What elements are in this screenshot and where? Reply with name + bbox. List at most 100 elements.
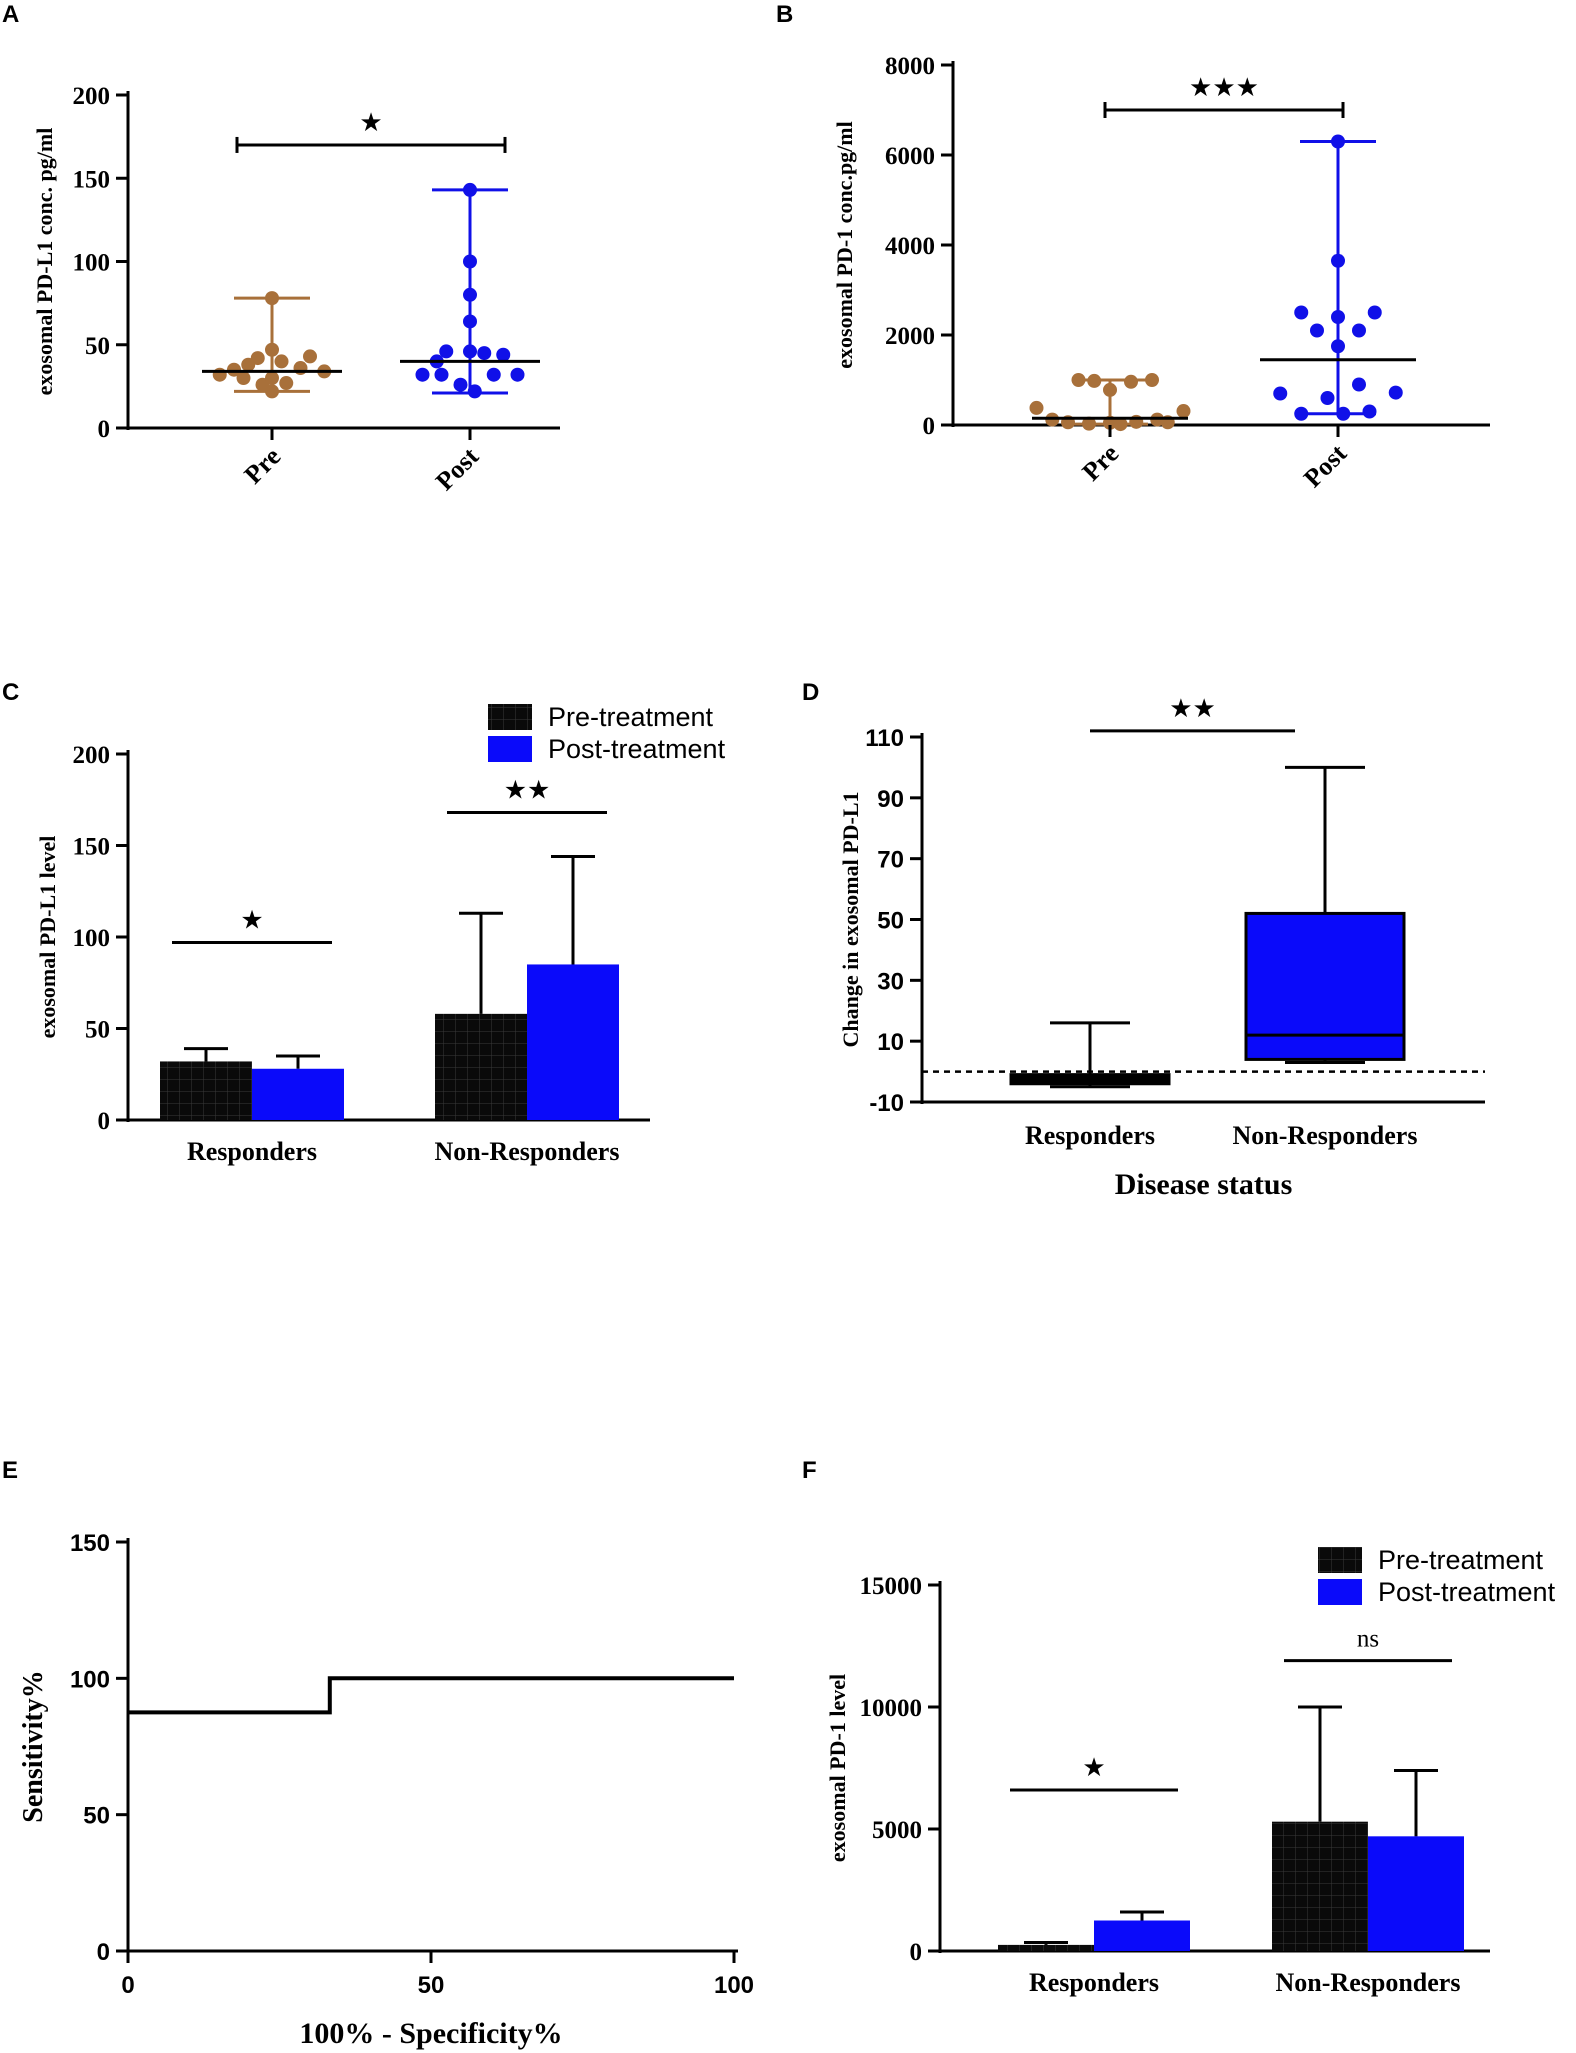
y-tick-label: 50 <box>85 333 110 360</box>
significance-label: ★ <box>240 905 263 935</box>
data-point <box>486 367 501 382</box>
box-iqr <box>1244 911 1406 1061</box>
y-tick-label: 100 <box>73 250 111 277</box>
data-point <box>453 377 468 392</box>
significance-label: ★★ <box>504 776 551 806</box>
data-point <box>1331 310 1345 324</box>
x-tick-label: 50 <box>418 1972 445 1999</box>
y-tick-label: 150 <box>70 1530 110 1557</box>
data-point <box>1113 417 1128 432</box>
data-point <box>265 342 279 357</box>
data-point <box>439 344 454 359</box>
data-point <box>1388 385 1403 400</box>
data-point <box>1087 373 1102 388</box>
legend-swatch <box>1318 1547 1362 1573</box>
y-tick-label: 90 <box>877 786 904 813</box>
x-tick-label: 100 <box>714 1972 754 1999</box>
panel-label-f: F <box>802 1457 817 1484</box>
significance-label: ★ <box>1082 1753 1105 1783</box>
significance-label: ★ <box>359 108 382 138</box>
y-tick-label: -10 <box>869 1090 904 1117</box>
x-category-label: Non-Responders <box>1276 1968 1461 1997</box>
data-point <box>1352 323 1366 338</box>
data-point <box>212 367 227 382</box>
y-tick-label: 100 <box>73 925 111 952</box>
data-point <box>1320 391 1335 405</box>
y-tick-label: 110 <box>865 725 904 752</box>
data-point <box>1331 253 1345 268</box>
data-point <box>1029 400 1044 415</box>
y-axis-title: exosomal PD-L1 level <box>35 836 60 1039</box>
data-point <box>250 351 265 366</box>
y-tick-label: 0 <box>910 1939 923 1966</box>
data-point <box>477 346 492 361</box>
data-point <box>463 344 477 359</box>
data-point <box>1124 374 1138 389</box>
y-tick-label: 100 <box>70 1666 110 1693</box>
data-point <box>434 367 449 382</box>
y-axis-title: exosomal PD-1 conc.pg/ml <box>832 121 857 368</box>
data-point <box>415 367 430 382</box>
data-point <box>1362 404 1377 419</box>
panel-a-scatter: 0 50 100 150 200 exosomal PD-L1 conc. pg/ml Pr… <box>32 83 560 496</box>
y-tick-label: 200 <box>73 83 111 110</box>
roc-curve-line <box>128 1676 734 1715</box>
y-tick-label: 0 <box>98 416 111 443</box>
y-tick-label: 15000 <box>860 1573 923 1600</box>
data-point <box>265 384 279 399</box>
y-tick-label: 200 <box>73 742 111 769</box>
y-tick-label: 0 <box>97 1939 110 1966</box>
data-point <box>1071 373 1086 387</box>
y-tick-label: 70 <box>877 847 904 874</box>
y-axis-title: Sensitivity% <box>18 1670 49 1822</box>
y-tick-label: 0 <box>98 1108 111 1135</box>
x-axis-title: Disease status <box>1115 1168 1293 1201</box>
bar-post-treatment <box>1368 1836 1464 1951</box>
x-category-label: Responders <box>1029 1968 1159 1997</box>
bar-post-treatment <box>252 1068 344 1120</box>
y-tick-label: 5000 <box>872 1817 922 1844</box>
x-category-label: Non-Responders <box>435 1137 620 1166</box>
data-point <box>303 349 317 364</box>
legend-label: Post-treatment <box>548 734 726 764</box>
data-point <box>1294 406 1309 421</box>
x-category-label: Post <box>1298 439 1352 493</box>
data-point <box>1310 323 1324 338</box>
y-tick-label: 6000 <box>885 143 935 170</box>
x-category-label: Pre <box>1077 439 1125 487</box>
y-tick-label: 8000 <box>885 53 935 80</box>
x-axis-title: 100% - Specificity% <box>299 2017 562 2050</box>
data-point <box>463 287 477 302</box>
y-tick-label: 30 <box>877 968 904 995</box>
data-point <box>1367 305 1382 320</box>
significance-label: ★★ <box>1169 694 1216 724</box>
legend-swatch <box>1318 1579 1362 1605</box>
panel-c-bar-chart: 0 50 100 150 200 exosomal PD-L1 level Responde… <box>35 702 726 1166</box>
data-point <box>1103 382 1117 397</box>
bar-post-treatment <box>527 964 619 1120</box>
legend-label: Pre-treatment <box>548 702 714 732</box>
data-point <box>1273 386 1288 401</box>
panel-e-roc-curve: 0 50 100 150 0 50 100 Sensitivity% 100% - Specif… <box>18 1530 754 2050</box>
y-axis-title: exosomal PD-L1 conc. pg/ml <box>32 128 57 396</box>
data-point <box>1294 305 1309 320</box>
legend-swatch <box>488 704 532 730</box>
significance-label: ★★★ <box>1189 73 1259 103</box>
legend-label: Post-treatment <box>1378 1577 1556 1607</box>
y-axis-title: exosomal PD-1 level <box>825 1674 850 1862</box>
data-point <box>463 182 477 197</box>
panel-label-b: B <box>776 1 793 28</box>
data-point <box>1352 377 1366 392</box>
data-point <box>510 367 525 382</box>
panel-d-box-plot: -10 10 30 50 70 90 110 Change in exosomal PD-L1… <box>838 694 1485 1201</box>
data-point <box>274 354 289 369</box>
y-tick-label: 4000 <box>885 233 935 260</box>
data-point <box>463 314 477 329</box>
x-category-label: Responders <box>1025 1121 1155 1150</box>
box-iqr <box>1009 1073 1171 1086</box>
x-tick-label: 0 <box>121 1972 134 1999</box>
bar-pre-treatment <box>1272 1821 1368 1951</box>
data-point <box>236 371 251 386</box>
bar-pre-treatment <box>160 1061 252 1120</box>
